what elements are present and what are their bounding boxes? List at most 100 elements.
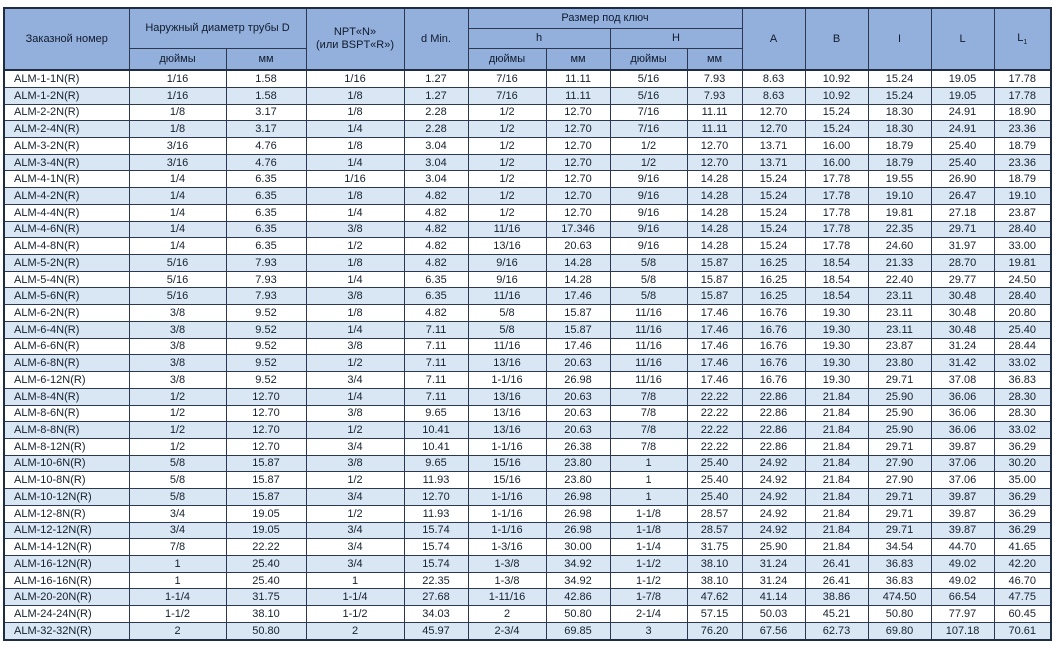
value-cell: 10.92 [804,68,869,88]
value-cell: 12.70 [545,120,611,139]
value-cell: 15.24 [741,237,806,256]
value-cell: 42.20 [993,554,1052,573]
value-cell: 11.11 [545,68,611,88]
table-row: ALM-4-6N(R) 1/4 6.35 3/8 4.82 11/16 17.346 9/16… [3,220,1052,239]
value-cell: 15.74 [403,521,469,540]
table-row: ALM-2-2N(R) 1/8 3.17 1/8 2.28 1/2 12.70 7/16 11.… [3,103,1052,122]
table-row: ALM-16-16N(R) 1 25.40 1 22.35 1-3/8 34.92 1-1/2… [3,571,1052,590]
value-cell: 19.30 [804,320,869,339]
value-cell: 5/16 [128,287,227,306]
value-cell: 8.63 [741,86,806,105]
value-cell: 31.75 [225,588,307,607]
value-cell: 5/16 [128,270,227,289]
value-cell: 474.50 [867,588,932,607]
value-cell: 3.04 [403,137,469,155]
value-cell: 15.87 [686,287,743,306]
value-cell: 1/8 [305,187,405,205]
order-number-cell: ALM-2-2N(R) [3,103,130,122]
value-cell: 3/8 [128,304,227,322]
col-header-b: B [804,7,869,71]
value-cell: 22.22 [686,404,743,423]
value-cell: 1/2 [467,103,547,122]
value-cell: 1/4 [128,237,227,256]
value-cell: 25.90 [867,404,932,423]
value-cell: 7/8 [609,437,688,456]
value-cell: 28.30 [993,404,1052,423]
value-cell: 16.25 [741,270,806,289]
value-cell: 10.92 [804,86,869,105]
value-cell: 13/16 [467,387,547,406]
value-cell: 2 [128,621,227,641]
value-cell: 7/16 [467,86,547,105]
value-cell: 36.29 [993,488,1052,506]
value-cell: 2.28 [403,120,469,139]
value-cell: 7/16 [609,103,688,122]
order-number-cell: ALM-3-2N(R) [3,137,130,155]
value-cell: 1 [609,488,688,506]
value-cell: 1/8 [305,137,405,155]
value-cell: 3/8 [128,371,227,389]
value-cell: 4.82 [403,304,469,322]
value-cell: 5/8 [467,320,547,339]
value-cell: 3/4 [128,504,227,523]
order-number-cell: ALM-8-6N(R) [3,404,130,423]
value-cell: 17.78 [804,170,869,189]
value-cell: 17.78 [804,187,869,205]
value-cell: 22.86 [741,437,806,456]
value-cell: 1/8 [305,304,405,322]
value-cell: 7.11 [403,371,469,389]
value-cell: 15.24 [741,187,806,205]
value-cell: 14.28 [545,254,611,272]
value-cell: 3/4 [305,521,405,540]
value-cell: 15.87 [225,488,307,506]
value-cell: 3/8 [305,337,405,356]
value-cell: 69.80 [867,621,932,641]
value-cell: 29.71 [867,521,932,540]
col-header-diameter-inches: дюймы [128,47,227,71]
value-cell: 7.11 [403,320,469,339]
value-cell: 15.87 [545,320,611,339]
value-cell: 39.87 [930,437,995,456]
table-row: ALM-10-6N(R) 5/8 15.87 3/8 9.65 15/16 23.80 1 25… [3,454,1052,473]
value-cell: 15.24 [741,203,806,222]
value-cell: 10.41 [403,421,469,439]
value-cell: 19.05 [930,68,995,88]
value-cell: 20.63 [545,354,611,373]
value-cell: 33.02 [993,354,1052,373]
value-cell: 23.80 [545,471,611,490]
table-row: ALM-6-12N(R) 3/8 9.52 3/4 7.11 1-1/16 26.98 11/… [3,371,1052,389]
value-cell: 19.81 [867,203,932,222]
value-cell: 15.24 [741,170,806,189]
value-cell: 28.57 [686,521,743,540]
value-cell: 18.30 [867,103,932,122]
value-cell: 18.54 [804,287,869,306]
value-cell: 38.10 [686,571,743,590]
value-cell: 19.05 [225,521,307,540]
value-cell: 1-1/16 [467,521,547,540]
value-cell: 1/2 [305,471,405,490]
value-cell: 9.52 [225,337,307,356]
value-cell: 46.70 [993,571,1052,590]
value-cell: 1/4 [305,270,405,289]
value-cell: 14.28 [686,237,743,256]
value-cell: 26.90 [930,170,995,189]
value-cell: 4.82 [403,220,469,239]
value-cell: 1.27 [403,68,469,88]
value-cell: 1/2 [305,421,405,439]
value-cell: 19.05 [930,86,995,105]
value-cell: 3/4 [128,521,227,540]
value-cell: 14.28 [545,270,611,289]
value-cell: 21.84 [804,387,869,406]
value-cell: 1-1/2 [305,605,405,623]
value-cell: 36.06 [930,421,995,439]
value-cell: 36.29 [993,437,1052,456]
value-cell: 13/16 [467,237,547,256]
table-row: ALM-12-12N(R) 3/4 19.05 3/4 15.74 1-1/16 26.98… [3,521,1052,540]
value-cell: 34.92 [545,571,611,590]
value-cell: 26.98 [545,488,611,506]
value-cell: 5/8 [128,454,227,473]
col-header-diameter-mm: мм [225,47,307,71]
value-cell: 1-3/8 [467,571,547,590]
dimension-table: Заказной номер Наружный диаметр трубы D … [3,7,1053,641]
value-cell: 3/4 [305,488,405,506]
